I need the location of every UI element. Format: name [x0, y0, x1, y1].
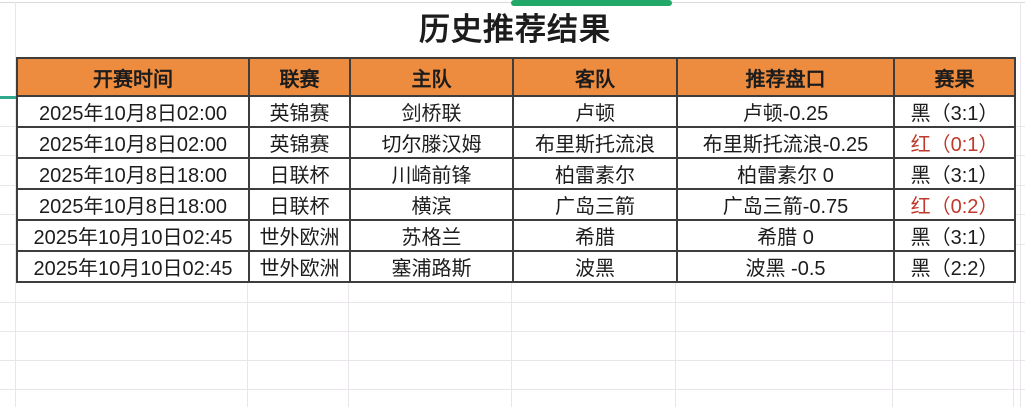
cell-away-team[interactable]: 卢顿: [512, 95, 678, 128]
cell-home-team[interactable]: 塞浦路斯: [349, 250, 514, 283]
cell-away-team[interactable]: 广岛三箭: [512, 188, 678, 221]
cell-start-time[interactable]: 2025年10月8日02:00: [16, 95, 250, 128]
cell-handicap[interactable]: 布里斯托流浪-0.25: [676, 126, 895, 159]
gridline: [511, 273, 512, 407]
cell-result[interactable]: 黑（3:1）: [893, 157, 1016, 190]
cell-home-team[interactable]: 切尔滕汉姆: [349, 126, 514, 159]
cell-away-team[interactable]: 布里斯托流浪: [512, 126, 678, 159]
cell-start-time[interactable]: 2025年10月8日02:00: [16, 126, 250, 159]
cell-league[interactable]: 英锦赛: [248, 126, 351, 159]
top-scroll-indicator: [511, 0, 672, 6]
gridline: [0, 331, 1025, 332]
cell-home-team[interactable]: 横滨: [349, 188, 514, 221]
cell-result[interactable]: 黑（2:2）: [893, 250, 1016, 283]
table-row: 2025年10月10日02:45 世外欧洲 塞浦路斯 波黑 波黑 -0.5 黑（…: [16, 250, 1016, 283]
table-row: 2025年10月10日02:45 世外欧洲 苏格兰 希腊 希腊 0 黑（3:1）: [16, 219, 1016, 252]
table-row: 2025年10月8日02:00 英锦赛 剑桥联 卢顿 卢顿-0.25 黑（3:1…: [16, 95, 1016, 128]
cell-start-time[interactable]: 2025年10月10日02:45: [16, 219, 250, 252]
gridline: [0, 389, 1025, 390]
cell-handicap[interactable]: 卢顿-0.25: [676, 95, 895, 128]
cell-home-team[interactable]: 剑桥联: [349, 95, 514, 128]
gridline: [892, 273, 893, 407]
gridline: [15, 2, 16, 407]
gridline: [0, 302, 1025, 303]
header-row: 开赛时间 联赛 主队 客队 推荐盘口 赛果: [16, 57, 1016, 97]
cell-home-team[interactable]: 川崎前锋: [349, 157, 514, 190]
cell-league[interactable]: 世外欧洲: [248, 250, 351, 283]
cell-away-team[interactable]: 希腊: [512, 219, 678, 252]
cell-result[interactable]: 红（0:2）: [893, 188, 1016, 221]
left-selection-indicator: [0, 96, 16, 99]
cell-league[interactable]: 英锦赛: [248, 95, 351, 128]
cell-start-time[interactable]: 2025年10月8日18:00: [16, 157, 250, 190]
gridline: [1013, 273, 1014, 407]
cell-start-time[interactable]: 2025年10月10日02:45: [16, 250, 250, 283]
cell-handicap[interactable]: 柏雷素尔 0: [676, 157, 895, 190]
col-header-league[interactable]: 联赛: [248, 57, 351, 97]
page-title: 历史推荐结果: [419, 12, 611, 47]
gridline: [0, 360, 1025, 361]
col-header-handicap[interactable]: 推荐盘口: [676, 57, 895, 97]
cell-away-team[interactable]: 波黑: [512, 250, 678, 283]
cell-league[interactable]: 日联杯: [248, 188, 351, 221]
cell-result[interactable]: 黑（3:1）: [893, 95, 1016, 128]
gridline: [675, 273, 676, 407]
cell-home-team[interactable]: 苏格兰: [349, 219, 514, 252]
cell-start-time[interactable]: 2025年10月8日18:00: [16, 188, 250, 221]
results-table: 开赛时间 联赛 主队 客队 推荐盘口 赛果 2025年10月8日02:00 英锦…: [16, 57, 1016, 283]
table-row: 2025年10月8日18:00 日联杯 横滨 广岛三箭 广岛三箭-0.75 红（…: [16, 188, 1016, 221]
gridline: [348, 273, 349, 407]
cell-handicap[interactable]: 希腊 0: [676, 219, 895, 252]
cell-handicap[interactable]: 广岛三箭-0.75: [676, 188, 895, 221]
cell-league[interactable]: 世外欧洲: [248, 219, 351, 252]
cell-away-team[interactable]: 柏雷素尔: [512, 157, 678, 190]
cell-league[interactable]: 日联杯: [248, 157, 351, 190]
gridline: [1020, 2, 1021, 407]
cell-result[interactable]: 黑（3:1）: [893, 219, 1016, 252]
cell-handicap[interactable]: 波黑 -0.5: [676, 250, 895, 283]
col-header-away-team[interactable]: 客队: [512, 57, 678, 97]
table-row: 2025年10月8日02:00 英锦赛 切尔滕汉姆 布里斯托流浪 布里斯托流浪-…: [16, 126, 1016, 159]
col-header-result[interactable]: 赛果: [893, 57, 1016, 97]
cell-result[interactable]: 红（0:1）: [893, 126, 1016, 159]
col-header-home-team[interactable]: 主队: [349, 57, 514, 97]
gridline: [247, 273, 248, 407]
col-header-start-time[interactable]: 开赛时间: [16, 57, 250, 97]
table-row: 2025年10月8日18:00 日联杯 川崎前锋 柏雷素尔 柏雷素尔 0 黑（3…: [16, 157, 1016, 190]
